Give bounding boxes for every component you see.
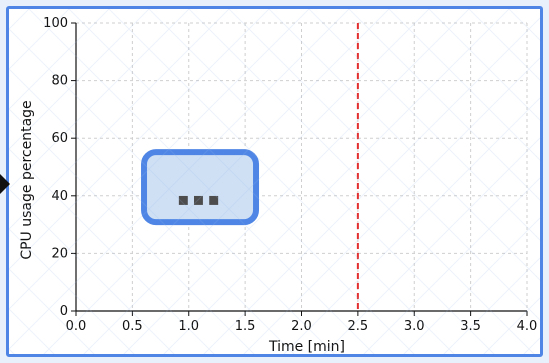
loading-badge[interactable]: ▪▪▪ xyxy=(141,149,260,226)
x-axis-label: Time [min] xyxy=(268,339,345,355)
y-tick-label-4: 80 xyxy=(51,74,68,89)
x-tick-label-8: 4.0 xyxy=(517,319,538,334)
y-tick-label-3: 60 xyxy=(51,131,68,146)
y-tick-label-1: 20 xyxy=(51,246,68,261)
x-tick-label-6: 3.0 xyxy=(404,319,425,334)
x-tick-label-2: 1.0 xyxy=(178,319,199,334)
y-tick-label-2: 40 xyxy=(51,189,68,204)
x-tick-label-5: 2.5 xyxy=(348,319,369,334)
loading-dots-icon: ▪▪▪ xyxy=(177,189,223,210)
y-tick-label-0: 0 xyxy=(60,304,68,319)
x-tick-label-1: 0.5 xyxy=(122,319,143,334)
y-tick-label-5: 100 xyxy=(43,16,68,31)
y-axis-label: CPU usage percentage xyxy=(19,100,35,259)
x-tick-label-0: 0.0 xyxy=(66,319,87,334)
x-tick-label-7: 3.5 xyxy=(460,319,481,334)
arrow-right-icon xyxy=(0,174,10,194)
x-tick-label-4: 2.0 xyxy=(291,319,312,334)
loading-badge-box xyxy=(141,149,260,226)
chart: 0.0 0.5 1.0 1.5 2.0 2.5 3.0 3.5 4.0020406080100 … xyxy=(19,16,537,355)
x-tick-label-3: 1.5 xyxy=(235,319,256,334)
chart-card: 0.0 0.5 1.0 1.5 2.0 2.5 3.0 3.5 4.0 0 20 40 60 80 100 … xyxy=(6,6,543,357)
ticks: 0.0 0.5 1.0 1.5 2.0 2.5 3.0 3.5 4.0 0 20 40 60 80 100 xyxy=(43,16,537,334)
